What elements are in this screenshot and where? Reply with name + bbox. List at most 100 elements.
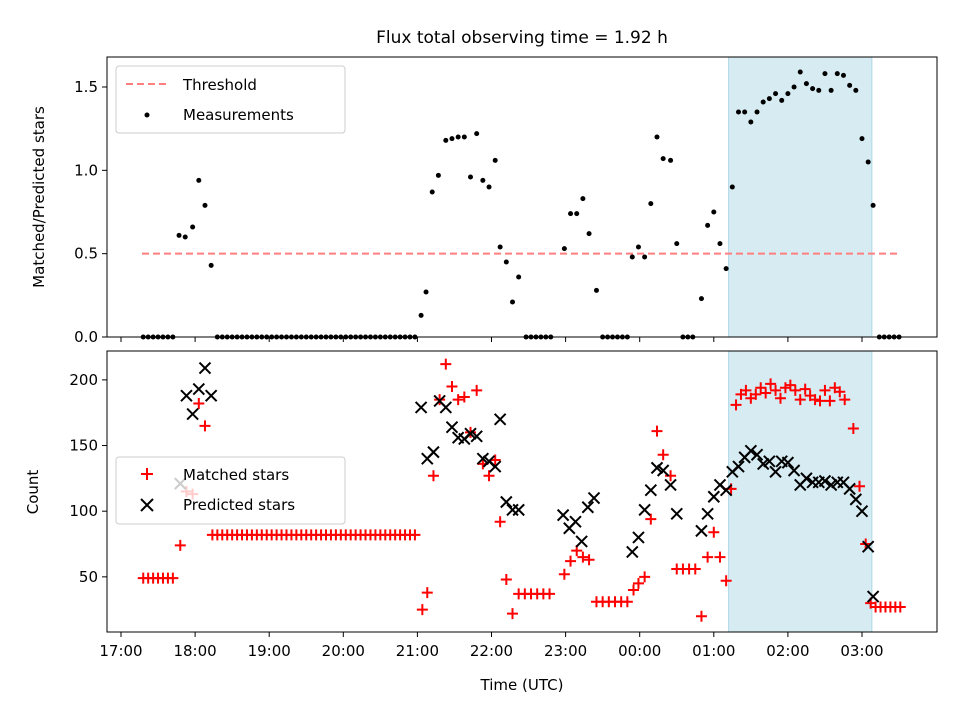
measurement-point [509, 299, 515, 305]
predicted-star-marker [632, 531, 645, 544]
bottom-legend: Matched stars Predicted stars [115, 456, 346, 525]
measurements-legend-label: Measurements [183, 106, 294, 124]
predicted-stars-series [174, 361, 880, 603]
measurement-point [705, 222, 711, 228]
y-tick-label: 200 [69, 371, 98, 389]
measurement-point [654, 134, 660, 140]
matched-star-marker [720, 575, 732, 587]
matched-stars-legend-label: Matched stars [183, 466, 289, 484]
predicted-star-marker [843, 482, 856, 496]
matched-star-marker [621, 596, 633, 608]
matched-star-marker [695, 610, 707, 622]
predicted-star-marker [800, 472, 813, 485]
predicted-star-marker [575, 535, 588, 548]
matched-star-marker [794, 394, 806, 406]
measurement-point [568, 211, 574, 217]
predicted-star-marker [656, 464, 670, 477]
measurement-point [797, 69, 803, 75]
bottom-axes-frame [106, 350, 938, 633]
matched-star-marker [421, 587, 433, 599]
matched-star-marker [558, 568, 570, 580]
predicted-star-marker [719, 483, 733, 497]
matched-star-marker [730, 399, 742, 411]
predicted-star-marker [849, 493, 863, 506]
predicted-star-marker [670, 507, 683, 521]
matched-star-marker [814, 395, 826, 407]
measurement-point [593, 287, 599, 293]
matched-star-marker [784, 379, 796, 391]
measurement-point [435, 172, 441, 178]
predicted-star-marker [439, 401, 453, 414]
matched-star-marker [651, 425, 663, 437]
top-shaded-region [728, 56, 873, 338]
bottom-y-axis-label: Count [24, 470, 42, 515]
measurement-point [635, 244, 641, 250]
matched-star-marker [854, 480, 866, 492]
matched-star-marker [689, 563, 701, 575]
matched-star-marker [577, 551, 589, 563]
measurement-point [443, 137, 449, 143]
y-tick-label: 1.5 [74, 78, 98, 96]
measurement-point [847, 82, 853, 88]
x-axis-label: Time (UTC) [480, 676, 564, 694]
measurement-point [729, 184, 735, 190]
threshold-legend-label: Threshold [182, 76, 257, 94]
matched-star-marker [702, 551, 714, 563]
y-tick-label: 1.0 [74, 161, 98, 179]
predicted-star-marker [569, 515, 582, 528]
predicted-star-marker [500, 495, 513, 509]
matched-star-marker [834, 386, 846, 398]
measurement-point [791, 84, 797, 90]
measurements-series [140, 69, 902, 340]
measurement-point [870, 202, 876, 208]
measurement-point [642, 254, 648, 260]
measurement-point [660, 156, 666, 162]
matched-star-marker [544, 588, 556, 600]
measurement-point [736, 109, 741, 115]
predicted-star-marker [204, 389, 218, 402]
matched-star-marker [440, 358, 452, 370]
y-tick-label: 100 [69, 502, 98, 520]
measurement-point [423, 289, 429, 295]
measurement-point [486, 184, 492, 190]
predicted-star-marker [445, 420, 459, 434]
measurement-point [779, 97, 785, 103]
predicted-star-marker [707, 490, 721, 503]
measurement-point [674, 241, 680, 247]
measurement-point [803, 81, 809, 87]
matched-star-marker [452, 394, 464, 406]
matched-star-marker [471, 384, 483, 396]
predicted-star-marker [781, 456, 795, 469]
x-tick-label: 20:00 [322, 642, 365, 660]
predicted-star-marker [476, 452, 490, 465]
measurement-point [668, 157, 674, 163]
measurement-point [202, 202, 208, 208]
measurement-point [196, 177, 202, 183]
measurement-point [698, 296, 704, 302]
top-x-ticks [120, 337, 863, 342]
predicted-stars-legend-marker [140, 498, 154, 512]
predicted-star-marker [855, 504, 869, 518]
x-tick-label: 18:00 [173, 642, 216, 660]
predicted-star-marker [427, 445, 440, 459]
matched-star-marker [193, 398, 205, 410]
predicted-star-marker [192, 382, 206, 396]
matched-star-marker [774, 392, 786, 404]
observing-window-shade [728, 56, 873, 338]
x-tick-label: 03:00 [840, 642, 883, 660]
measurement-point [468, 174, 474, 180]
measurement-point [711, 209, 717, 215]
matched-star-marker [174, 539, 186, 551]
matched-star-marker [847, 422, 859, 434]
matched-star-marker [755, 382, 767, 394]
predicted-star-marker [744, 444, 758, 458]
measurement-point [474, 131, 480, 137]
measurement-point [865, 159, 871, 165]
predicted-star-marker [581, 501, 595, 514]
matched-star-marker [740, 384, 752, 396]
measurement-point [492, 157, 498, 163]
predicted-star-marker [626, 545, 639, 559]
predicted-star-marker [769, 465, 782, 479]
predicted-star-marker [695, 524, 708, 538]
matched-star-marker [894, 601, 906, 613]
